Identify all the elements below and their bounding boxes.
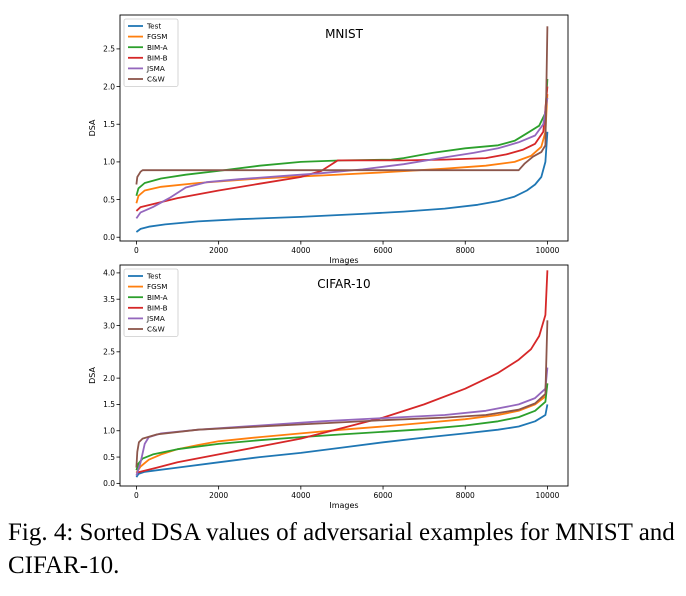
legend-label: Test xyxy=(146,272,161,281)
legend-label: BIM-B xyxy=(147,303,168,312)
series-line-bim-a xyxy=(135,383,549,471)
x-tick-label: 0 xyxy=(134,491,139,500)
legend-label: C&W xyxy=(147,75,165,84)
x-tick-label: 10000 xyxy=(536,491,560,500)
caption-label: Fig. 4: xyxy=(8,519,74,546)
y-axis-label: DSA xyxy=(88,119,97,136)
caption-text: Sorted DSA values of adversarial example… xyxy=(8,519,675,579)
series-line-fgsm xyxy=(135,383,549,474)
series-line-bim-a xyxy=(135,78,549,197)
y-tick-label: 2.5 xyxy=(103,45,115,54)
x-tick-label: 2000 xyxy=(209,491,228,500)
y-tick-label: 3.0 xyxy=(103,321,115,330)
legend-label: Test xyxy=(146,22,161,31)
y-tick-label: 0.5 xyxy=(103,195,115,204)
x-tick-label: 2000 xyxy=(209,246,228,255)
x-axis-label: Images xyxy=(329,501,358,510)
x-tick-label: 6000 xyxy=(373,491,392,500)
y-tick-label: 1.5 xyxy=(103,120,115,129)
series-line-bim-b xyxy=(136,270,549,474)
y-tick-label: 2.5 xyxy=(103,348,115,357)
series-line-jsma xyxy=(135,367,549,476)
chart-panel-1: 0 2000 4000 6000 8000 10000 0.0 0.5 1.0 1.5 2.0 2.5… xyxy=(88,14,569,265)
y-axis-label: DSA xyxy=(88,367,97,384)
legend-label: FGSM xyxy=(147,282,167,291)
y-tick-label: 2.0 xyxy=(103,374,115,383)
plot-frame xyxy=(119,14,569,242)
y-tick-label: 1.5 xyxy=(103,400,115,409)
figure-charts: 0 2000 4000 6000 8000 10000 0.0 0.5 1.0 1.5 2.0 2.5… xyxy=(88,14,569,510)
legend-label: BIM-B xyxy=(147,53,168,62)
legend-label: BIM-A xyxy=(147,293,168,302)
y-tick-label: 2.0 xyxy=(103,82,115,91)
x-tick-label: 4000 xyxy=(291,246,310,255)
series-line-c-w xyxy=(135,26,549,185)
series-line-bim-b xyxy=(135,86,549,212)
x-tick-label: 0 xyxy=(134,246,139,255)
x-tick-label: 4000 xyxy=(291,491,310,500)
y-tick-label: 3.5 xyxy=(103,295,115,304)
x-tick-label: 6000 xyxy=(373,246,392,255)
series-lines xyxy=(135,270,549,478)
y-tick-label: 0.5 xyxy=(103,453,115,462)
y-tick-label: 0.0 xyxy=(103,233,115,242)
series-line-c-w xyxy=(135,320,549,468)
legend-label: BIM-A xyxy=(147,43,168,52)
x-tick-label: 8000 xyxy=(456,491,475,500)
y-tick-label: 1.0 xyxy=(103,158,115,167)
y-tick-label: 0.0 xyxy=(103,479,115,488)
x-axis-label: Images xyxy=(329,256,358,265)
legend-label: C&W xyxy=(147,325,165,334)
y-tick-label: 4.0 xyxy=(103,269,115,278)
plot-frame xyxy=(119,264,569,487)
series-line-test xyxy=(135,404,549,478)
y-tick-label: 1.0 xyxy=(103,427,115,436)
chart-title: MNIST xyxy=(325,27,363,41)
series-line-fgsm xyxy=(135,94,549,204)
legend-label: FGSM xyxy=(147,32,167,41)
legend-label: JSMA xyxy=(146,314,165,323)
chart-title: CIFAR-10 xyxy=(317,277,370,291)
x-tick-label: 8000 xyxy=(456,246,475,255)
series-lines xyxy=(135,26,549,233)
series-line-test xyxy=(135,131,549,233)
x-tick-label: 10000 xyxy=(536,246,560,255)
legend-label: JSMA xyxy=(146,64,165,73)
series-line-jsma xyxy=(135,97,549,219)
figure-caption: Fig. 4: Sorted DSA values of adversarial… xyxy=(8,516,678,582)
chart-panel-2: 0 2000 4000 6000 8000 10000 0.0 0.5 1.0 1.5 2.0 2.5… xyxy=(88,264,569,510)
